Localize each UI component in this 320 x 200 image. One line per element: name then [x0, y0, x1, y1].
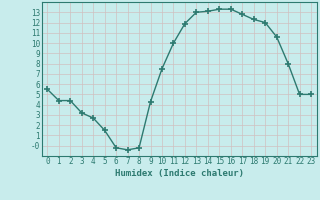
X-axis label: Humidex (Indice chaleur): Humidex (Indice chaleur) [115, 169, 244, 178]
